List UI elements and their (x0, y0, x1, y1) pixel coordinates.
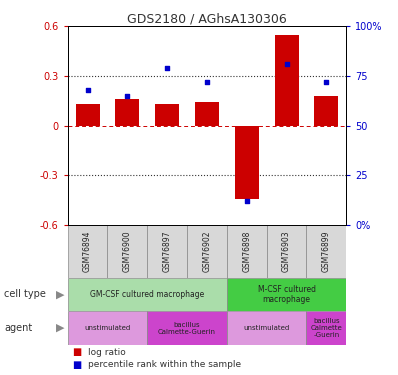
Bar (235, 126, 259, 198)
Text: GM-CSF cultured macrophage: GM-CSF cultured macrophage (90, 290, 205, 299)
Text: GSM76902: GSM76902 (203, 231, 211, 272)
Bar (155, 104, 179, 126)
Bar (115, 99, 139, 126)
Text: ▶: ▶ (56, 290, 64, 299)
Title: GDS2180 / AGhsA130306: GDS2180 / AGhsA130306 (127, 12, 287, 25)
Bar (227, 225, 267, 278)
Bar (275, 34, 298, 126)
Text: M-CSF cultured
macrophage: M-CSF cultured macrophage (258, 285, 316, 304)
Text: cell type: cell type (4, 290, 46, 299)
Bar (68, 311, 147, 345)
Text: agent: agent (4, 323, 32, 333)
Point (84, 87, 91, 93)
Bar (147, 225, 187, 278)
Text: bacillus
Calmette
-Guerin: bacillus Calmette -Guerin (310, 318, 342, 338)
Bar (314, 96, 338, 126)
Text: ■: ■ (72, 360, 81, 370)
Point (283, 61, 290, 67)
Text: log ratio: log ratio (88, 348, 125, 357)
Bar (267, 225, 306, 278)
Bar (68, 225, 107, 278)
Text: unstimulated: unstimulated (84, 325, 131, 331)
Bar (227, 278, 346, 311)
Text: bacillus
Calmette-Guerin: bacillus Calmette-Guerin (158, 322, 216, 334)
Bar (195, 102, 219, 126)
Point (124, 93, 131, 99)
Point (204, 79, 210, 85)
Text: GSM76899: GSM76899 (322, 231, 331, 272)
Bar (107, 225, 147, 278)
Bar (306, 225, 346, 278)
Point (323, 79, 330, 85)
Text: percentile rank within the sample: percentile rank within the sample (88, 360, 241, 369)
Text: ▶: ▶ (56, 323, 64, 333)
Point (244, 198, 250, 204)
Text: GSM76897: GSM76897 (163, 231, 172, 272)
Bar (187, 225, 227, 278)
Text: ■: ■ (72, 347, 81, 357)
Text: GSM76903: GSM76903 (282, 230, 291, 272)
Bar (68, 278, 227, 311)
Bar (227, 311, 306, 345)
Text: GSM76898: GSM76898 (242, 231, 251, 272)
Text: GSM76894: GSM76894 (83, 231, 92, 272)
Point (164, 65, 170, 71)
Text: unstimulated: unstimulated (244, 325, 290, 331)
Bar (147, 311, 227, 345)
Bar (306, 311, 346, 345)
Text: GSM76900: GSM76900 (123, 230, 132, 272)
Bar (76, 104, 100, 126)
